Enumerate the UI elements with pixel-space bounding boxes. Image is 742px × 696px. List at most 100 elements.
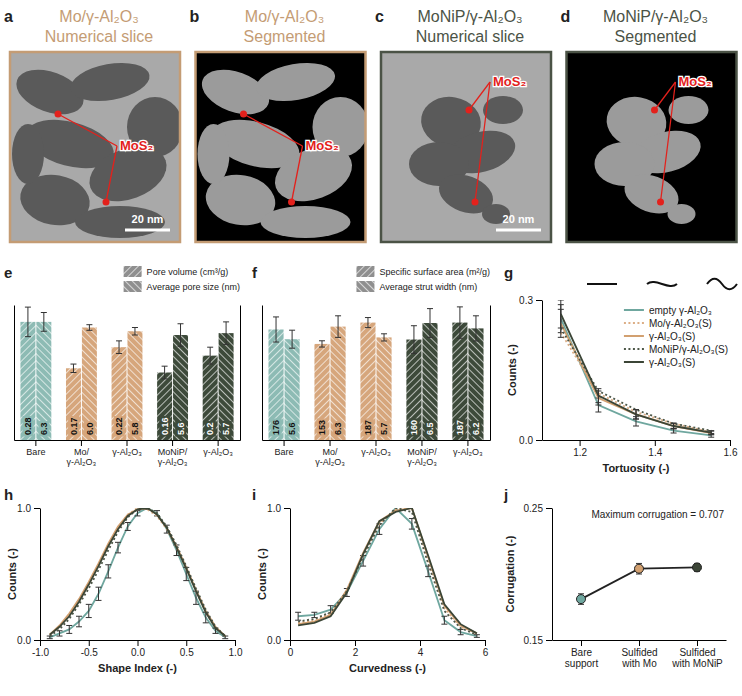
bar [285, 339, 300, 440]
data-label: 0.16 [160, 417, 170, 435]
x-axis-tick: Bare [26, 440, 45, 457]
panel-subtitle: Segmented [244, 28, 326, 45]
tick-label: -1.0 [32, 647, 50, 658]
bar [376, 337, 391, 440]
tick-label: 1.6 [724, 447, 738, 458]
y-axis: 0.01.0 [267, 503, 290, 646]
tick-mark [655, 440, 656, 446]
leader-dot [103, 199, 110, 206]
y2-axis-line [490, 306, 491, 441]
bar [203, 356, 218, 440]
tick-mark [330, 440, 331, 446]
tick-mark [580, 440, 581, 446]
data-label-group: 0.2 [205, 421, 216, 437]
error-bar [66, 625, 72, 633]
label-patch [455, 418, 466, 436]
panel-subtitle: Numerical slice [45, 28, 154, 45]
tick-mark [697, 640, 698, 646]
particle [668, 204, 696, 224]
label-patch [175, 421, 186, 437]
tick-label: 1.4 [648, 447, 662, 458]
legend-swatch [624, 309, 644, 311]
error-bar [116, 341, 122, 354]
y-axis-line [542, 301, 543, 441]
tick-label: 1.0 [229, 647, 243, 658]
label-patch [114, 416, 125, 437]
image-frame [567, 52, 737, 242]
x-axis-tick: 4 [418, 640, 424, 658]
data-label: 6.3 [39, 422, 49, 435]
particle [669, 96, 709, 124]
x-axis-tick: 0.5 [180, 640, 194, 658]
tick-mark [127, 440, 128, 446]
series-line [298, 508, 477, 635]
annotation: Maximum corrugation = 0.707 [591, 509, 724, 520]
error-bar [105, 565, 111, 578]
legend-label: Pore volume (cm³/g) [147, 267, 229, 277]
tick-mark [218, 440, 219, 446]
error-bar [223, 322, 229, 345]
icon [587, 283, 617, 285]
y-axis [262, 306, 263, 441]
tick-mark [284, 508, 290, 509]
bar [360, 323, 375, 440]
tick-label: Sulfidedwith MoNiP [671, 647, 723, 669]
tick-label: γ-Al₂O₃ [361, 447, 391, 457]
particle [75, 206, 165, 238]
y-axis-line [552, 509, 553, 641]
error-bar [115, 542, 121, 553]
y-axis-tick: 0.0 [519, 435, 542, 446]
particle [12, 124, 44, 184]
bar [157, 373, 172, 441]
data-label: 0.28 [23, 417, 33, 435]
tick-label: 0.0 [17, 635, 31, 646]
tspan: with MoNiP [671, 658, 723, 669]
error-bar [311, 612, 317, 617]
error-bar [295, 612, 301, 620]
x-axis-tick: 1.2 [573, 440, 587, 458]
image-frame [10, 52, 180, 242]
legend-label: Specific surface area (m²/g) [379, 267, 490, 277]
data-label: 5.6 [287, 422, 297, 435]
tspan: Bare [571, 647, 593, 658]
particle [198, 124, 230, 184]
x-axis-tick: MoNiP/γ-Al₂O₃ [158, 440, 188, 467]
error-bar [409, 519, 415, 530]
x-axis-tick: Mo/γ-Al₂O₃ [67, 440, 97, 467]
y-axis-tick: 0.0 [17, 635, 40, 646]
scale-bar [496, 229, 541, 232]
label-patch [159, 416, 170, 437]
series-line [50, 508, 226, 636]
tick-label: 1.0 [17, 503, 31, 514]
data-label-group: 0.16 [159, 416, 170, 437]
series-line [561, 323, 711, 433]
data-label: 0.22 [114, 417, 124, 435]
data-label-group: 0.17 [68, 416, 79, 437]
bar [20, 322, 35, 440]
y-axis-title: Counts (-) [256, 548, 268, 600]
image-panel: cMoNiP/γ-Al₂O₃Numerical sliceMoS₂20 nm [375, 8, 551, 242]
error-bar [427, 309, 433, 338]
series-line [561, 314, 711, 433]
x-axis-tick: 2 [353, 640, 359, 658]
tick-mark [284, 440, 285, 446]
panel-title: MoNiP/γ-Al₂O₃ [417, 8, 522, 25]
leader-line [661, 82, 676, 202]
tick-label: Bare [26, 447, 45, 457]
tick-label: γ-Al₂O₃ [203, 447, 233, 457]
bar [422, 323, 437, 440]
tick-mark [34, 508, 40, 509]
tick-mark [355, 640, 356, 646]
y-axis-tick: 0.0 [267, 635, 290, 646]
label-patch [271, 418, 282, 436]
bar [314, 344, 329, 440]
tick-label: 0.0 [519, 435, 533, 446]
y-axis-title: Counts (-) [506, 344, 518, 396]
tick-label: MoNiP/γ-Al₂O₃ [158, 447, 188, 467]
label-patch [471, 421, 482, 437]
label-patch [333, 421, 344, 437]
image-content [595, 92, 709, 224]
error-bar [86, 604, 92, 617]
bar [406, 340, 421, 440]
image-panel: dMoNiP/γ-Al₂O₃SegmentedMoS₂ [561, 8, 737, 242]
